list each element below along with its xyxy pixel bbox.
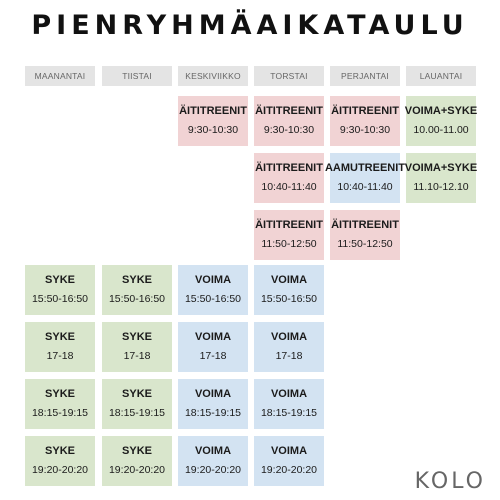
session-name: ÄITITREENIT <box>255 219 323 231</box>
session-name: AAMUTREENIT <box>324 162 406 174</box>
session-time: 17-18 <box>199 350 227 362</box>
session-card: ÄITITREENIT 9:30-10:30 <box>178 96 248 146</box>
session-card: SYKE 18:15-19:15 <box>25 379 95 429</box>
session-card: SYKE 15:50-16:50 <box>25 265 95 315</box>
session-time: 17-18 <box>46 350 74 362</box>
session-card: SYKE 18:15-19:15 <box>102 379 172 429</box>
session-card: ÄITITREENIT 9:30-10:30 <box>330 96 400 146</box>
session-name: VOIMA <box>270 445 308 457</box>
session-time: 15:50-16:50 <box>184 293 242 305</box>
session-name: SYKE <box>122 274 152 286</box>
session-name: ÄITITREENIT <box>331 105 399 117</box>
session-name: VOIMA <box>194 274 232 286</box>
session-time: 15:50-16:50 <box>260 293 318 305</box>
session-name: VOIMA <box>194 331 232 343</box>
session-card: ÄITITREENIT 11:50-12:50 <box>254 210 324 260</box>
session-time: 9:30-10:30 <box>187 124 239 136</box>
session-name: ÄITITREENIT <box>255 162 323 174</box>
day-header-maanantai: MAANANTAI <box>25 66 95 86</box>
session-time: 18:15-19:15 <box>260 407 318 419</box>
session-card: VOIMA 19:20-20:20 <box>178 436 248 486</box>
session-name: SYKE <box>45 274 75 286</box>
session-time: 11.10-12.10 <box>413 181 469 193</box>
session-time: 18:15-19:15 <box>31 407 89 419</box>
session-time: 10:40-11:40 <box>337 181 393 193</box>
session-name: VOIMA <box>270 274 308 286</box>
session-card: VOIMA 17-18 <box>178 322 248 372</box>
session-time: 10.00-11.00 <box>413 124 469 136</box>
session-name: ÄITITREENIT <box>331 219 399 231</box>
session-time: 11:50-12:50 <box>337 238 393 250</box>
session-card: VOIMA+SYKE 10.00-11.00 <box>404 96 478 146</box>
session-time: 17-18 <box>275 350 303 362</box>
session-name: VOIMA <box>270 388 308 400</box>
day-header-perjantai: PERJANTAI <box>330 66 400 86</box>
session-time: 19:20-20:20 <box>108 464 166 476</box>
session-name: VOIMA <box>270 331 308 343</box>
session-time: 18:15-19:15 <box>184 407 242 419</box>
session-card: VOIMA 18:15-19:15 <box>178 379 248 429</box>
day-header-torstai: TORSTAI <box>254 66 324 86</box>
session-card: VOIMA+SYKE 11.10-12.10 <box>404 153 478 203</box>
session-card: SYKE 19:20-20:20 <box>25 436 95 486</box>
session-name: VOIMA <box>194 445 232 457</box>
session-name: ÄITITREENIT <box>255 105 323 117</box>
session-name: VOIMA <box>194 388 232 400</box>
session-name: SYKE <box>45 445 75 457</box>
session-name: VOIMA+SYKE <box>404 105 478 117</box>
session-name: SYKE <box>122 388 152 400</box>
day-header-lauantai: LAUANTAI <box>406 66 476 86</box>
session-name: SYKE <box>45 331 75 343</box>
session-card: AAMUTREENIT 10:40-11:40 <box>325 153 405 203</box>
session-time: 9:30-10:30 <box>339 124 391 136</box>
session-time: 10:40-11:40 <box>261 181 317 193</box>
session-card: SYKE 17-18 <box>102 322 172 372</box>
session-time: 9:30-10:30 <box>263 124 315 136</box>
session-time: 11:50-12:50 <box>261 238 317 250</box>
session-name: ÄITITREENIT <box>179 105 247 117</box>
session-time: 19:20-20:20 <box>184 464 242 476</box>
session-name: VOIMA+SYKE <box>404 162 478 174</box>
session-name: SYKE <box>122 445 152 457</box>
session-time: 19:20-20:20 <box>31 464 89 476</box>
session-card: VOIMA 19:20-20:20 <box>254 436 324 486</box>
session-time: 17-18 <box>123 350 151 362</box>
day-header-keskiviikko: KESKIVIIKKO <box>178 66 248 86</box>
brand-logo: KOLO <box>414 469 486 494</box>
session-card: ÄITITREENIT 9:30-10:30 <box>254 96 324 146</box>
session-name: SYKE <box>122 331 152 343</box>
session-card: VOIMA 15:50-16:50 <box>178 265 248 315</box>
page-title: PIENRYHMÄAIKATAULU <box>31 10 469 41</box>
session-time: 18:15-19:15 <box>108 407 166 419</box>
session-card: VOIMA 15:50-16:50 <box>254 265 324 315</box>
session-card: ÄITITREENIT 11:50-12:50 <box>330 210 400 260</box>
session-time: 15:50-16:50 <box>31 293 89 305</box>
session-name: SYKE <box>45 388 75 400</box>
session-card: SYKE 19:20-20:20 <box>102 436 172 486</box>
session-card: SYKE 17-18 <box>25 322 95 372</box>
session-time: 19:20-20:20 <box>260 464 318 476</box>
session-time: 15:50-16:50 <box>108 293 166 305</box>
session-card: SYKE 15:50-16:50 <box>102 265 172 315</box>
session-card: ÄITITREENIT 10:40-11:40 <box>254 153 324 203</box>
session-card: VOIMA 18:15-19:15 <box>254 379 324 429</box>
session-card: VOIMA 17-18 <box>254 322 324 372</box>
day-header-tiistai: TIISTAI <box>102 66 172 86</box>
